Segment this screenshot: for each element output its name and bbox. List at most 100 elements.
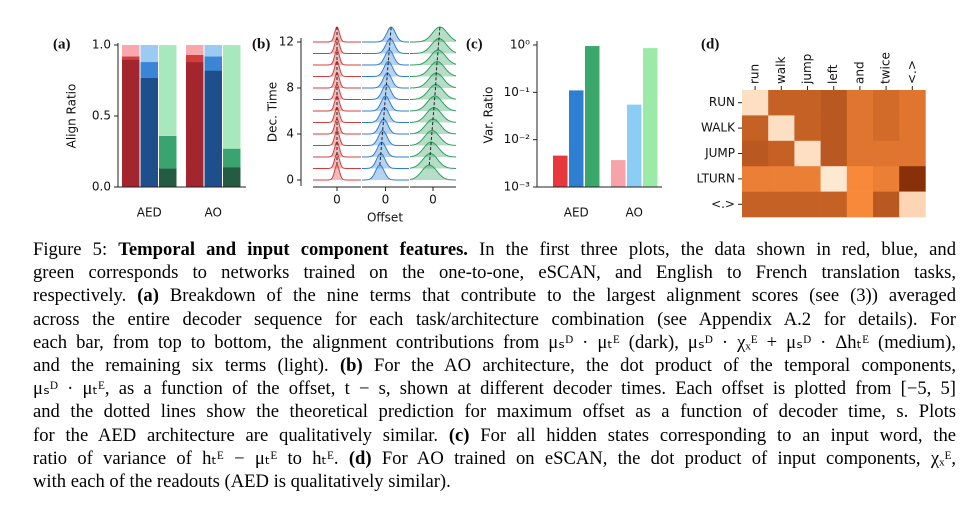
- bar-segment: [159, 135, 177, 169]
- y-tick-label: RUN: [709, 95, 735, 109]
- panel-label: (d): [701, 36, 719, 52]
- y-axis-label: Var. Ratio: [482, 87, 496, 144]
- panel-label: (b): [252, 36, 270, 52]
- heatmap-cell: [794, 166, 821, 192]
- ridge-fill: [410, 73, 456, 88]
- caption-text: ratio of variance of hₜᴱ − μₜᴱ to hₜᴱ.: [33, 447, 349, 469]
- caption-text: respectively.: [33, 285, 138, 307]
- panel-label: (c): [466, 36, 483, 52]
- ridge-curve: [362, 83, 409, 100]
- ridge-curve: [362, 129, 409, 146]
- x-tick-label: walk: [774, 56, 788, 84]
- heatmap-cell: [899, 90, 926, 116]
- bar-segment: [204, 70, 222, 187]
- heatmap-cell: [873, 90, 900, 116]
- heatmap-cell: [742, 115, 769, 142]
- caption-bold: (b): [339, 354, 363, 376]
- heatmap-cell: [846, 166, 874, 192]
- bar-segment: [159, 168, 177, 187]
- heatmap-cell: [768, 166, 795, 192]
- ridge-fill: [410, 130, 456, 146]
- caption-line: with each of the readouts (AED is qualit…: [33, 470, 956, 493]
- heatmap-cell: [846, 191, 874, 218]
- caption-text: For all hidden states corresponding to a…: [469, 424, 957, 446]
- caption-text: green corresponds to networks trained on…: [33, 262, 956, 284]
- caption-bold: (c): [448, 424, 470, 446]
- y-tick-label: 10⁻³: [504, 180, 531, 194]
- x-tick-label: AED: [137, 206, 162, 220]
- bar: [643, 48, 658, 188]
- ridge-fill: [410, 142, 456, 157]
- x-tick-label: AO: [626, 206, 643, 220]
- caption-line: across the entire decoder sequence for e…: [33, 308, 956, 331]
- bar: [627, 104, 642, 187]
- ridge-curve: [409, 164, 456, 181]
- heatmap-cell: [899, 191, 926, 218]
- y-tick-label: LTURN: [697, 171, 735, 185]
- y-tick-label: 0.0: [92, 180, 111, 194]
- heatmap-cell: [742, 90, 769, 116]
- panel-label: (a): [53, 36, 71, 52]
- bar-segment: [122, 45, 140, 57]
- heatmap-cell: [873, 115, 900, 142]
- ridge-fill: [362, 119, 409, 134]
- caption-bold: (d): [348, 447, 372, 469]
- heatmap-cell: [768, 140, 795, 167]
- heatmap-cell: [820, 140, 848, 167]
- x-tick-label: run: [748, 64, 762, 84]
- ridge-curve: [362, 141, 409, 158]
- heatmap-cell: [794, 90, 821, 116]
- ridge-fill: [313, 119, 361, 134]
- caption-text: and the remaining six terms (light).: [33, 354, 340, 376]
- ridge-fill: [410, 165, 456, 180]
- caption-bold: Temporal and input component features.: [118, 239, 468, 260]
- ridge-curve: [410, 37, 457, 54]
- ridge-curve: [410, 26, 457, 43]
- x-tick-label: jump: [800, 54, 814, 85]
- ridge-curve: [362, 106, 409, 123]
- ridge-fill: [313, 73, 361, 88]
- y-tick-label: 12: [279, 35, 294, 49]
- x-tick-label: 0: [333, 193, 341, 207]
- bar: [569, 90, 584, 187]
- y-tick-label: 0: [286, 173, 294, 187]
- ridge-curve: [410, 61, 457, 77]
- bar-segment: [223, 45, 241, 149]
- heatmap-cell: [768, 115, 795, 142]
- ridge-curve: [313, 95, 361, 112]
- caption-line: Figure 5: Temporal and input component f…: [33, 238, 956, 261]
- ridge-curve: [362, 118, 409, 135]
- x-tick-label: AO: [205, 206, 222, 220]
- ridge-curve: [362, 72, 409, 89]
- ridge-fill: [362, 27, 409, 42]
- caption-text: with each of the readouts (AED is qualit…: [33, 470, 451, 492]
- bar-segment: [186, 54, 204, 63]
- ridge-curve: [362, 26, 409, 43]
- heatmap-cell: [742, 166, 769, 192]
- x-tick-label: twice: [879, 52, 893, 84]
- heatmap-cell: [768, 191, 795, 218]
- y-tick-label: 10⁻²: [504, 132, 531, 146]
- caption-text: Figure 5:: [33, 239, 119, 260]
- ridge-curve: [410, 129, 456, 146]
- ridge-fill: [362, 96, 409, 111]
- ridge-fill: [362, 84, 409, 100]
- ridge-curve: [410, 95, 457, 112]
- x-tick-label: and: [852, 61, 866, 84]
- heatmap-cell: [820, 115, 848, 142]
- heatmap-cell: [742, 140, 769, 167]
- ridge-fill: [410, 153, 456, 169]
- caption-line: respectively. (a) Breakdown of the nine …: [33, 284, 956, 307]
- bar-segment: [186, 45, 204, 55]
- bar-segment: [140, 45, 158, 63]
- x-axis-label: Offset: [367, 211, 403, 225]
- heatmap-cell: [873, 191, 900, 218]
- ridge-fill: [362, 61, 409, 77]
- ridge-fill: [313, 165, 361, 180]
- heatmap-cell: [820, 90, 848, 116]
- heatmap-cell: [794, 115, 821, 142]
- bar-segment: [159, 45, 177, 136]
- ridge-fill: [410, 61, 456, 77]
- y-tick-label: <.>: [711, 197, 735, 211]
